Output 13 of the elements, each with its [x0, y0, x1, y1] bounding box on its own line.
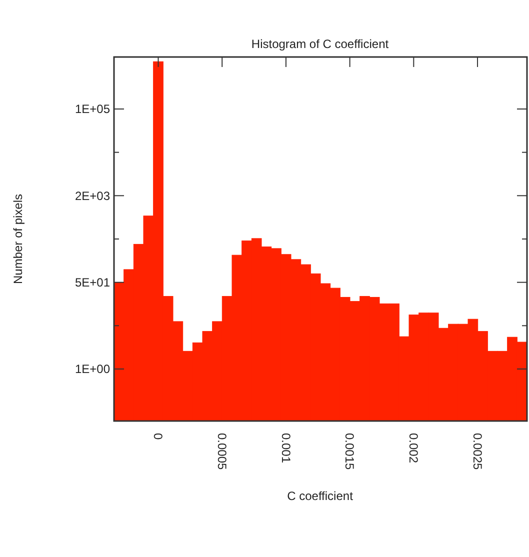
x-tick-label: 0.0025	[470, 433, 484, 470]
x-tick-label: 0.002	[406, 433, 420, 464]
y-tick-label: 1E+05	[74, 102, 110, 116]
x-tick-label: 0	[151, 433, 166, 440]
y-tick-label: 5E+01	[74, 276, 110, 290]
y-tick-label: 2E+03	[74, 188, 110, 203]
x-tick-label: 0.0015	[342, 433, 357, 470]
x-axis-title: C coefficient	[287, 489, 354, 503]
y-axis-title: Number of pixels	[11, 194, 25, 284]
x-tick-label: 0.001	[278, 433, 293, 464]
x-tick-label: 0.0005	[214, 433, 229, 470]
y-tick-label: 1E+00	[74, 362, 110, 376]
chart-title: Histogram of C coefficient	[251, 37, 390, 51]
